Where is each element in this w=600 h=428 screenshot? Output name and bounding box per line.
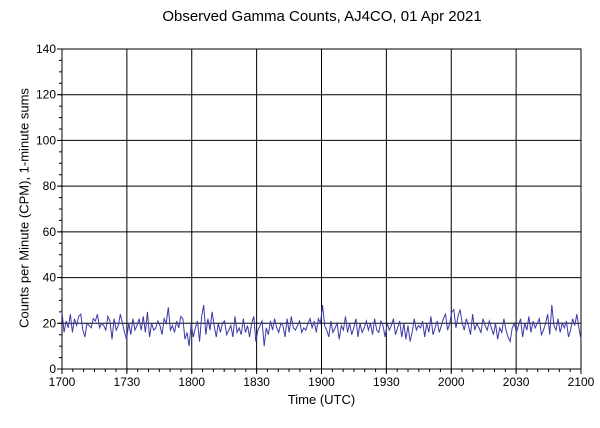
x-tick-label: 1700: [49, 375, 76, 389]
x-tick-label: 2100: [568, 375, 595, 389]
x-tick-label: 2030: [503, 375, 530, 389]
y-tick-label: 120: [36, 88, 56, 102]
plot-frame: [61, 48, 582, 370]
x-tick-labels: 1700 1730 1800 1830 1900 1930 2000 2030 2100: [49, 375, 595, 389]
x-tick-label: 1730: [114, 375, 141, 389]
series-line-cpm: [61, 304, 582, 347]
y-tick-label: 80: [43, 179, 57, 193]
y-tick-labels: 0 20 40 60 80 100 120 140: [36, 42, 56, 376]
y-tick-label: 60: [43, 225, 57, 239]
y-tick-label: 100: [36, 133, 56, 147]
y-tick-label: 40: [43, 271, 57, 285]
y-tick-label: 140: [36, 42, 56, 56]
y-tick-label: 20: [43, 316, 57, 330]
x-tick-label: 2000: [438, 375, 465, 389]
chart-title: Observed Gamma Counts, AJ4CO, 01 Apr 202…: [162, 8, 482, 25]
y-tick-label: 0: [49, 362, 56, 376]
x-tick-label: 1830: [243, 375, 270, 389]
x-tick-label: 1930: [373, 375, 400, 389]
x-tick-label: 1900: [308, 375, 335, 389]
x-axis-label: Time (UTC): [287, 392, 356, 407]
x-tick-label: 1800: [178, 375, 205, 389]
y-axis-label: Counts per Minute (CPM), 1-minute sums: [16, 88, 32, 328]
